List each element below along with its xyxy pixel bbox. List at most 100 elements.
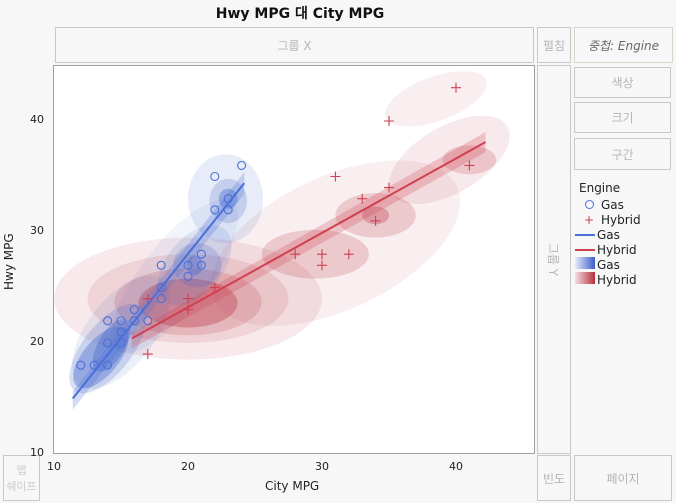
y-tick-label: 30 [30,224,44,237]
density-contour-hybrid [210,160,461,326]
group-y-zone[interactable]: 그룹 Y [537,65,571,454]
gradient-swatch-icon [575,272,595,287]
data-point-gas [156,282,166,293]
data-point-hybrid [464,160,475,171]
density-contour-hybrid [335,193,416,238]
data-point-gas [223,194,233,204]
density-contour-gas [209,178,247,224]
data-point-hybrid [317,260,327,271]
data-point-hybrid [357,193,368,204]
density-contour-hybrid [384,71,487,127]
data-point-hybrid [183,293,193,304]
legend-item[interactable]: Hybrid [575,272,641,287]
density-contour-gas [111,199,239,354]
line-swatch-icon [575,243,595,257]
legend-item[interactable]: Gas [575,257,641,272]
y-tick-label: 10 [30,446,44,459]
data-point-hybrid [290,249,301,260]
data-point-gas [116,327,126,337]
legend: Engine Gas + Hybrid Gas Hybrid Gas Hybrid [575,181,641,287]
density-contour-gas [218,188,238,209]
density-contour-gas [73,326,129,389]
legend-item[interactable]: Gas [575,227,641,242]
legend-label: Gas [597,227,620,242]
shape-label: 쉐이프 [6,480,37,493]
gradient-swatch-icon [575,257,595,272]
wrap-zone[interactable]: 펼침 [537,27,571,63]
data-point-hybrid [343,249,354,260]
plus-marker-icon: + [583,212,595,227]
map-label: 맵 [16,464,27,477]
x-tick-label: 40 [449,460,463,473]
size-zone[interactable]: 크기 [574,102,671,133]
line-swatch-icon [575,228,595,242]
data-point-hybrid [317,249,327,260]
data-point-hybrid [384,116,394,126]
data-point-gas [183,271,193,281]
fit-line-hybrid [131,141,486,340]
plot-area[interactable] [53,65,535,454]
data-point-hybrid [183,304,193,315]
circle-marker-icon [579,198,599,212]
legend-label: Hybrid [597,242,637,257]
x-tick-label: 10 [47,460,61,473]
data-point-hybrid [370,215,381,226]
data-point-hybrid [330,171,341,182]
map-shape-zone[interactable]: 맵 맵 쉐이프 쉐이프 [3,455,40,501]
y-axis-label: Hwy MPG [2,233,16,290]
density-contour-gas [188,154,264,244]
data-point-gas [210,171,220,182]
data-point-gas [76,360,86,370]
data-point-hybrid [142,293,153,304]
data-point-gas [196,260,206,270]
data-point-gas [183,260,193,270]
data-point-gas [116,316,126,326]
density-contour-gas [157,225,232,306]
x-tick-label: 20 [181,460,195,473]
graph-title: Hwy MPG 대 City MPG [215,6,385,22]
density-contour-gas [69,303,146,394]
color-zone[interactable]: 색상 [574,67,671,98]
data-point-gas [237,160,247,170]
data-point-gas [103,338,113,348]
y-tick-label: 40 [30,113,44,126]
legend-title: Engine [579,181,621,195]
data-point-gas [196,249,206,259]
data-point-gas [156,260,166,270]
legend-label: Hybrid [597,272,637,287]
data-point-gas [210,205,220,215]
legend-label: Gas [597,257,620,272]
density-contour-hybrid [442,145,497,175]
data-point-hybrid [209,282,220,293]
scatter-chart [54,71,510,410]
data-point-hybrid [142,349,153,360]
x-axis-label: City MPG [265,479,320,493]
legend-item[interactable]: Hybrid [575,242,641,257]
density-contour-hybrid [362,206,389,225]
data-point-hybrid [451,82,461,93]
overlay-zone[interactable]: 중첩: Engine [574,27,673,63]
data-point-gas [156,294,166,304]
data-point-gas [116,338,126,348]
data-point-gas [129,316,139,326]
freq-zone[interactable]: 빈도 [537,455,571,501]
data-point-gas [129,305,139,315]
density-contour-gas [92,318,131,372]
data-point-gas [89,360,99,370]
y-tick-label: 20 [30,335,44,348]
legend-label: Hybrid [601,212,641,227]
legend-label: Gas [601,197,624,212]
page-zone[interactable]: 페이지 [574,455,672,501]
legend-item[interactable]: + Hybrid [579,212,641,227]
legend-item[interactable]: Gas [579,197,641,212]
data-point-gas [143,316,153,326]
density-contour-hybrid [388,115,510,205]
group-x-zone[interactable]: 그룹 X [55,27,534,63]
data-point-gas [103,316,113,326]
data-point-hybrid [384,182,394,193]
interval-zone[interactable]: 구간 [574,138,671,170]
x-tick-label: 30 [315,460,329,473]
density-contour-gas [72,275,170,389]
density-contour-hybrid [261,229,369,279]
group-y-label: 그룹 Y [546,242,561,277]
